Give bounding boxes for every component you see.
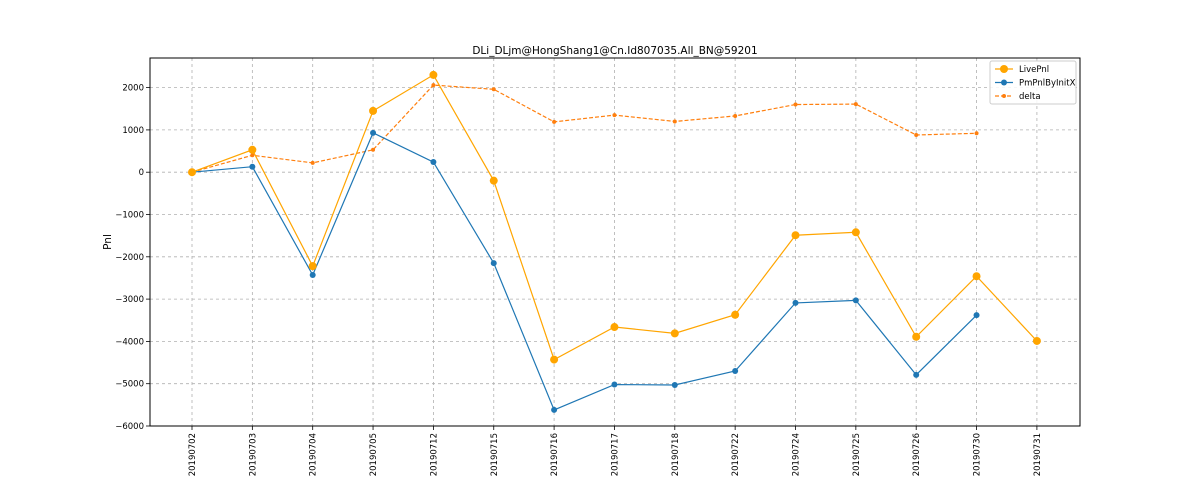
livepnl-point	[912, 332, 921, 341]
delta-point	[612, 113, 617, 118]
legend-box	[989, 60, 1077, 105]
delta-point	[371, 147, 376, 152]
delta-point	[974, 131, 979, 136]
y-tick-label: −2000	[115, 253, 144, 263]
y-tick-label: −3000	[115, 295, 144, 305]
x-tick-label: 20190702	[188, 433, 198, 476]
livepnl-point	[550, 355, 559, 364]
delta-point	[491, 87, 496, 92]
livepnl-point	[670, 329, 679, 338]
x-axis: 20190702 20190703 20190704 20190705 20190712…	[188, 426, 1043, 476]
x-tick-label: 20190716	[550, 433, 560, 476]
pmpnlbyinitx-point	[611, 381, 618, 388]
livepnl-point	[489, 176, 498, 185]
delta-point	[914, 132, 919, 137]
livepnl-point	[791, 231, 800, 240]
x-tick-label: 20190705	[369, 433, 379, 476]
legend-label-livepnl: LivePnl	[1019, 65, 1049, 75]
livepnl-point	[731, 310, 740, 319]
pmpnlbyinitx-point	[309, 271, 316, 278]
x-tick-label: 20190726	[912, 433, 922, 476]
livepnl-point	[429, 70, 438, 79]
y-tick-label: −4000	[115, 337, 144, 347]
x-tick-label: 20190724	[792, 433, 802, 476]
pmpnlbyinitx-point	[973, 312, 980, 319]
livepnl-point	[851, 228, 860, 237]
legend-label-delta: delta	[1019, 92, 1041, 102]
delta-point	[793, 102, 798, 107]
y-tick-label: −6000	[115, 422, 144, 432]
y-tick-label: 2000	[122, 84, 144, 94]
livepnl-point	[369, 106, 378, 115]
x-tick-label: 20190704	[309, 433, 319, 476]
delta-line	[191, 84, 977, 173]
series-layer	[188, 70, 1041, 413]
x-tick-label: 20190725	[852, 433, 862, 476]
legend-marker-delta	[1002, 94, 1006, 98]
pmpnlbyinitx-point	[792, 299, 799, 306]
pmpnlbyinitx-point	[551, 406, 558, 413]
y-tick-label: −1000	[115, 211, 144, 221]
x-tick-label: 20190715	[490, 433, 500, 476]
pmpnlbyinitx-point	[671, 381, 678, 388]
delta-point	[672, 119, 677, 124]
legend-marker-livepnl	[1000, 65, 1008, 73]
pmpnlbyinitx-line	[191, 132, 977, 411]
livepnl-point	[1032, 336, 1041, 345]
delta-point	[552, 119, 557, 124]
y-tick-label: 1000	[122, 126, 144, 136]
delta-point	[310, 160, 315, 165]
x-tick-label: 20190730	[973, 433, 983, 476]
y-axis: −6000 −5000 −4000 −3000 −2000 −1000 0 1000 2000	[115, 84, 150, 432]
legend: LivePnl PmPnlByInitX delta	[989, 60, 1077, 105]
y-tick-label: −5000	[115, 380, 144, 390]
plot-frame	[149, 57, 1081, 427]
pmpnlbyinitx-point	[430, 159, 437, 166]
pmpnlbyinitx-point	[852, 297, 859, 304]
pmpnlbyinitx-point	[370, 129, 377, 136]
delta-point	[250, 153, 255, 158]
pmpnlbyinitx-point	[732, 368, 739, 375]
chart-title: DLi_DLjm@HongShang1@Cn.Id807035.All_BN@5…	[472, 45, 757, 57]
legend-label-pmpnlbyinitx: PmPnlByInitX	[1019, 79, 1076, 89]
livepnl-point	[308, 262, 317, 271]
pmpnlbyinitx-point	[913, 371, 920, 378]
pmpnlbyinitx-point	[490, 260, 497, 267]
delta-point	[853, 102, 858, 107]
y-axis-label: Pnl	[102, 234, 114, 250]
x-tick-label: 20190703	[248, 433, 258, 476]
x-tick-label: 20190731	[1033, 433, 1043, 476]
livepnl-point	[610, 323, 619, 332]
legend-marker-pmpnlbyinitx	[1001, 79, 1007, 86]
livepnl-point	[248, 145, 257, 154]
delta-point	[431, 83, 436, 88]
x-tick-label: 20190718	[671, 433, 681, 476]
x-tick-label: 20190712	[429, 433, 439, 476]
livepnl-point	[972, 272, 981, 281]
y-tick-label: 0	[139, 168, 144, 178]
x-tick-label: 20190717	[610, 433, 620, 476]
pmpnlbyinitx-point	[249, 163, 256, 170]
x-tick-label: 20190722	[731, 433, 741, 476]
delta-point	[733, 113, 738, 118]
livepnl-point	[188, 168, 196, 177]
